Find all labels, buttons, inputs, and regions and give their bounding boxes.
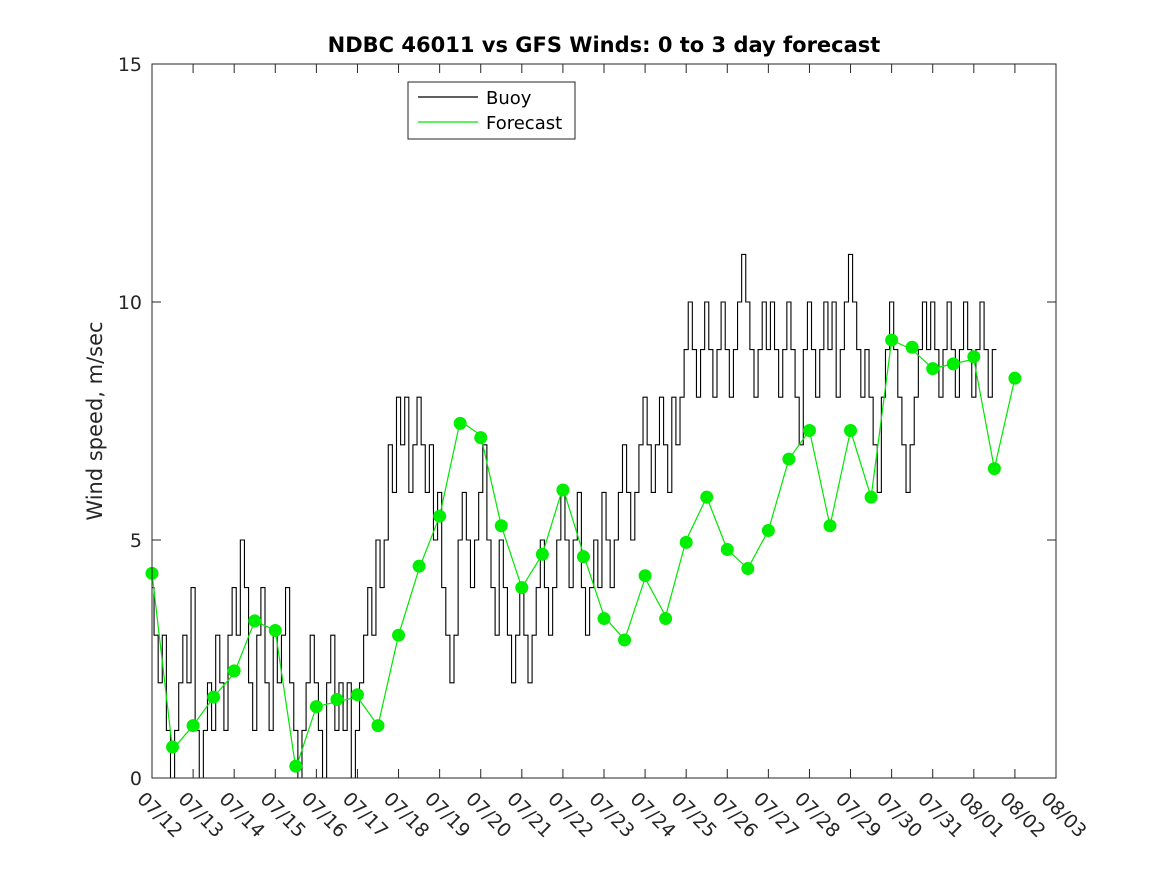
- forecast-marker: [823, 519, 837, 533]
- forecast-marker: [946, 357, 960, 371]
- x-tick-label: 07/30: [872, 788, 926, 842]
- forecast-marker: [268, 623, 282, 637]
- forecast-marker: [289, 759, 303, 773]
- forecast-marker: [618, 633, 632, 647]
- x-tick-label: 08/01: [954, 788, 1008, 842]
- forecast-marker: [515, 581, 529, 595]
- x-tick-label: 07/19: [420, 788, 474, 842]
- forecast-marker: [597, 612, 611, 626]
- x-tick-label: 07/21: [502, 788, 556, 842]
- x-tick-label: 07/31: [913, 788, 967, 842]
- plot-area: 05101507/1207/1307/1407/1507/1607/1707/1…: [118, 54, 1091, 842]
- x-tick-label: 08/03: [1036, 788, 1090, 842]
- y-tick-label: 5: [130, 530, 142, 552]
- forecast-marker: [720, 543, 734, 557]
- chart-title: NDBC 46011 vs GFS Winds: 0 to 3 day fore…: [328, 33, 881, 57]
- x-tick-label: 07/16: [297, 788, 351, 842]
- x-tick-label: 07/24: [626, 788, 680, 842]
- forecast-marker: [967, 350, 981, 364]
- forecast-marker: [864, 490, 878, 504]
- forecast-marker: [926, 362, 940, 376]
- forecast-marker: [700, 490, 714, 504]
- x-tick-label: 07/25: [667, 788, 721, 842]
- forecast-marker: [987, 462, 1001, 476]
- x-tick-label: 07/17: [338, 788, 392, 842]
- forecast-marker: [248, 614, 262, 628]
- x-tick-label: 07/12: [132, 788, 186, 842]
- forecast-marker: [1008, 371, 1022, 385]
- forecast-marker: [576, 550, 590, 564]
- forecast-marker: [802, 424, 816, 438]
- forecast-marker: [350, 688, 364, 702]
- forecast-marker: [741, 562, 755, 576]
- legend-label-buoy: Buoy: [486, 88, 532, 109]
- forecast-marker: [844, 424, 858, 438]
- x-tick-label: 07/18: [379, 788, 433, 842]
- forecast-marker: [679, 535, 693, 549]
- x-tick-label: 07/26: [708, 788, 762, 842]
- forecast-marker: [166, 740, 180, 754]
- forecast-marker: [659, 612, 673, 626]
- forecast-marker: [905, 340, 919, 354]
- y-tick-label: 10: [118, 292, 142, 314]
- y-tick-label: 15: [118, 54, 142, 76]
- x-tick-label: 07/14: [215, 788, 269, 842]
- forecast-marker: [535, 547, 549, 561]
- forecast-marker: [227, 664, 241, 678]
- forecast-marker: [494, 519, 508, 533]
- x-tick-label: 07/29: [831, 788, 885, 842]
- x-tick-label: 07/15: [256, 788, 310, 842]
- x-tick-label: 08/02: [995, 788, 1049, 842]
- forecast-marker: [330, 692, 344, 706]
- forecast-marker: [885, 333, 899, 347]
- axes-box: [151, 63, 1057, 779]
- x-tick-label: 07/22: [543, 788, 597, 842]
- legend-label-forecast: Forecast: [486, 113, 562, 134]
- x-tick-label: 07/27: [749, 788, 803, 842]
- x-tick-label: 07/13: [174, 788, 228, 842]
- forecast-marker: [207, 690, 221, 704]
- forecast-marker: [782, 452, 796, 466]
- forecast-marker: [638, 569, 652, 583]
- legend: Buoy Forecast: [407, 81, 576, 140]
- forecast-marker: [392, 628, 406, 642]
- y-axis-label: Wind speed, m/sec: [83, 321, 107, 520]
- legend-box: [407, 81, 576, 140]
- forecast-marker: [186, 719, 200, 733]
- x-tick-label: 07/20: [461, 788, 515, 842]
- forecast-marker: [474, 431, 488, 445]
- forecast-marker: [309, 700, 323, 714]
- forecast-marker: [433, 509, 447, 523]
- buoy-line: [152, 253, 997, 779]
- forecast-marker: [761, 523, 775, 537]
- x-tick-label: 07/23: [584, 788, 638, 842]
- y-tick-label: 0: [130, 768, 142, 790]
- forecast-marker: [453, 416, 467, 430]
- forecast-marker: [412, 559, 426, 573]
- forecast-marker: [556, 483, 570, 497]
- x-tick-label: 07/28: [790, 788, 844, 842]
- forecast-marker: [371, 719, 385, 733]
